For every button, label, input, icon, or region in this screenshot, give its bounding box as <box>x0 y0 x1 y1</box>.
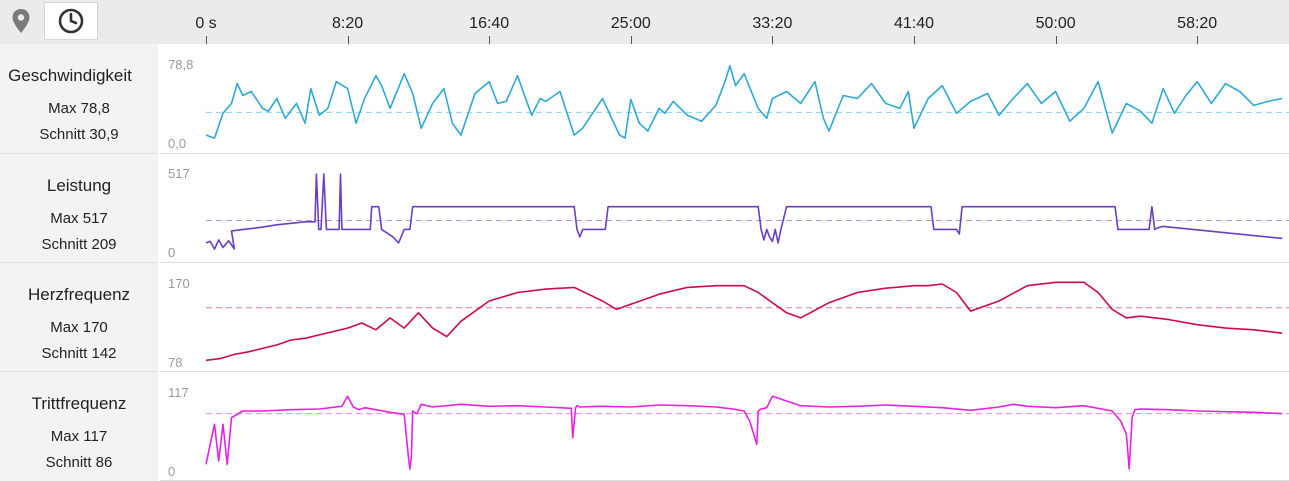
charts-area: 78,8 0,0 517 0 170 78 117 0 <box>160 44 1289 481</box>
series-line <box>205 281 1283 362</box>
panel-cadence: Trittfrequenz Max 117 Schnitt 86 <box>0 372 158 481</box>
chart-background <box>160 44 1289 154</box>
panel-title: Trittfrequenz <box>31 394 127 413</box>
time-tick-label: 33:20 <box>752 15 793 32</box>
series-line <box>205 395 1283 470</box>
time-tick-label: 16:40 <box>469 15 510 32</box>
panel-title: Geschwindigkeit <box>8 66 132 85</box>
y-max-label: 517 <box>168 166 190 181</box>
time-tick-mark <box>347 36 349 44</box>
time-tick-label: 58:20 <box>1177 15 1218 32</box>
map-pin-icon <box>12 9 30 33</box>
series-line <box>205 64 1283 139</box>
chart-panel-3: 117 0 <box>160 372 1289 481</box>
chart-background <box>160 372 1289 481</box>
chart-background <box>160 263 1289 372</box>
clock-icon <box>58 8 84 34</box>
time-view-button[interactable] <box>44 2 98 40</box>
charts-canvas: 78,8 0,0 517 0 170 78 117 0 <box>160 44 1289 481</box>
panel-max: Max 117 <box>50 428 108 445</box>
panel-max: Max 517 <box>50 210 108 227</box>
chart-panel-0: 78,8 0,0 <box>160 44 1289 154</box>
time-tick-label: 41:40 <box>893 15 935 32</box>
time-tick-mark <box>206 36 207 44</box>
time-tick-mark <box>1055 36 1057 44</box>
chart-panel-2: 170 78 <box>160 263 1289 372</box>
panel-speed: Geschwindigkeit Max 78,8 Schnitt 30,9 <box>0 44 158 154</box>
panel-average: Schnitt 142 <box>41 345 117 362</box>
panel-heart-rate: Herzfrequenz Max 170 Schnitt 142 <box>0 263 158 372</box>
time-tick-label: 50:00 <box>1035 15 1076 32</box>
y-min-label: 0 <box>168 464 175 479</box>
time-tick-mark <box>1197 36 1199 44</box>
panel-power: Leistung Max 517 Schnitt 209 <box>0 154 158 263</box>
panel-average: Schnitt 209 <box>41 236 117 253</box>
y-max-label: 170 <box>168 276 190 291</box>
panel-max: Max 170 <box>50 319 108 336</box>
time-tick-label: 25:00 <box>610 15 651 32</box>
time-tick-mark <box>489 36 491 44</box>
series-line <box>205 173 1283 250</box>
panel-average: Schnitt 86 <box>45 454 113 471</box>
time-tick-label: 0 s <box>195 15 217 32</box>
y-min-label: 0,0 <box>168 136 186 151</box>
panel-average: Schnitt 30,9 <box>39 126 119 143</box>
map-view-button[interactable] <box>0 2 42 40</box>
time-tick-mark <box>914 36 915 44</box>
panel-title: Leistung <box>46 176 112 195</box>
panel-max: Max 78,8 <box>48 100 110 117</box>
y-max-label: 78,8 <box>168 57 193 72</box>
metrics-panel: Geschwindigkeit Max 78,8 Schnitt 30,9 Le… <box>0 44 158 481</box>
chart-panel-1: 517 0 <box>160 154 1289 263</box>
time-tick-label: 8:20 <box>332 15 364 32</box>
time-tick-mark <box>772 36 774 44</box>
chart-background <box>160 154 1289 263</box>
time-tick-mark <box>630 36 632 44</box>
y-min-label: 0 <box>168 245 175 260</box>
panel-title: Herzfrequenz <box>27 285 131 304</box>
y-max-label: 117 <box>168 385 189 400</box>
y-min-label: 78 <box>168 355 182 370</box>
timeline-header: 0 s 8:20 16:40 25:00 33:20 41:40 50:00 58:20 <box>0 0 1289 44</box>
